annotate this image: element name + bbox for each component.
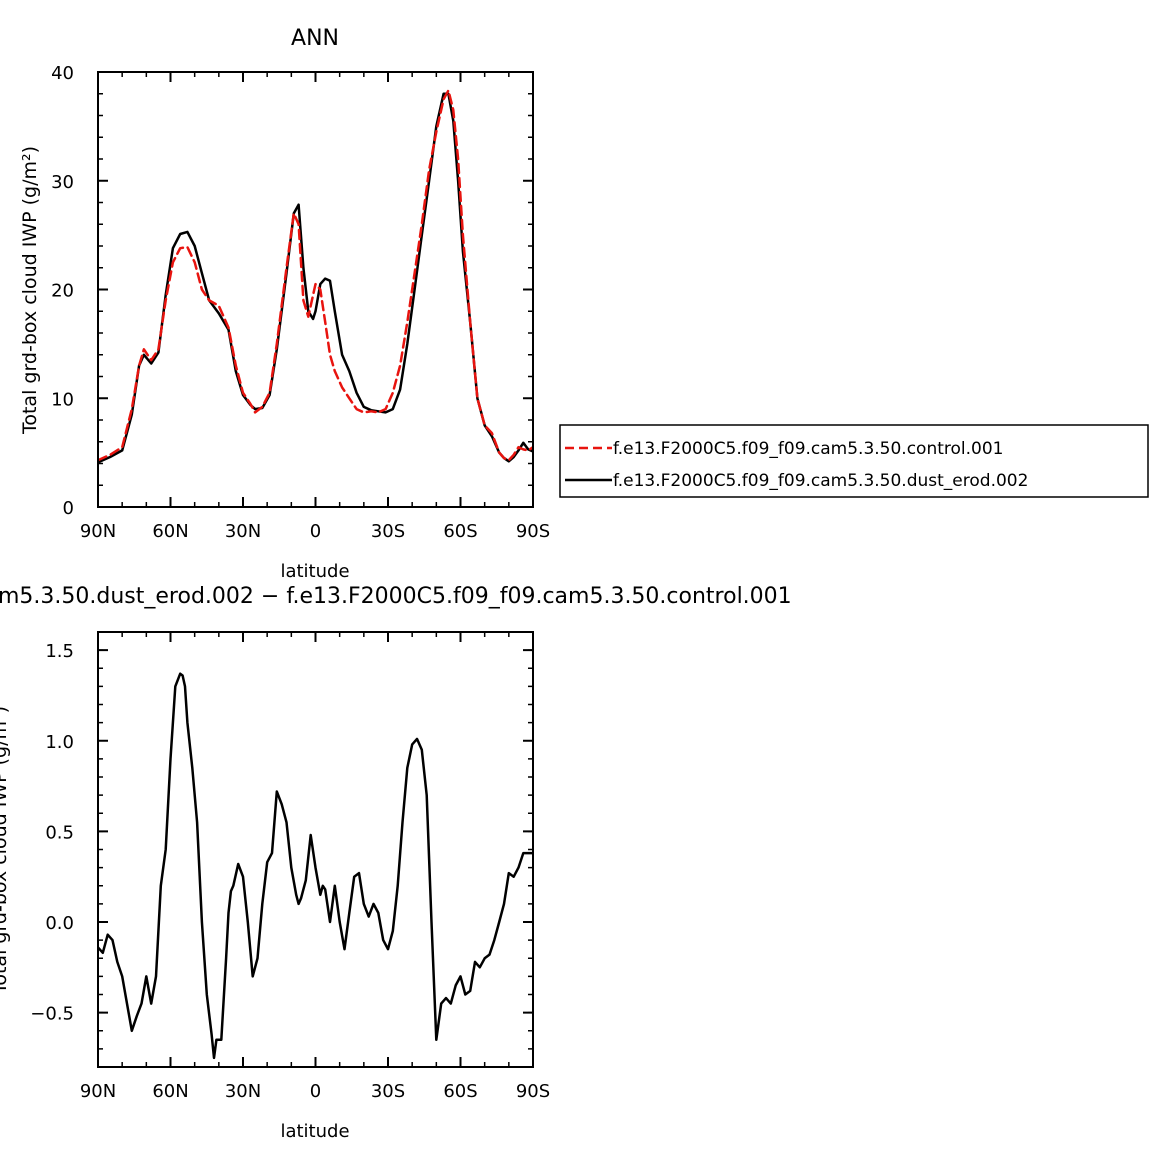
- bottom-y-tick-label: 1.0: [45, 732, 74, 753]
- top-x-axis-label: latitude: [280, 561, 349, 582]
- top-x-tick-label: 90S: [516, 521, 550, 542]
- bottom-series-lines: [98, 672, 533, 1060]
- bottom-x-tick-label: 60S: [443, 1081, 477, 1102]
- top-x-tick-label: 60N: [152, 521, 188, 542]
- legend-box: [559, 424, 1149, 498]
- bottom-y-tick-label: 0.0: [45, 913, 74, 934]
- top-chart-title: ANN: [291, 26, 339, 51]
- top-x-tick-label: 0: [310, 521, 321, 542]
- top-x-tick-label: 30S: [371, 521, 405, 542]
- bottom-plot-frame: [97, 631, 534, 1068]
- top-y-axis-label: Total grd-box cloud IWP (g/m²): [19, 146, 41, 435]
- top-x-tick-label: 60S: [443, 521, 477, 542]
- bottom-chart-title: m5.3.50.dust_erod.002 − f.e13.F2000C5.f0…: [0, 584, 792, 609]
- top-y-tick-label: 40: [51, 63, 74, 84]
- bottom-series-line-0: [98, 672, 533, 1060]
- bottom-x-tick-label: 0: [310, 1081, 321, 1102]
- bottom-y-tick-label: −0.5: [30, 1004, 74, 1025]
- top-y-tick-label: 20: [51, 281, 74, 302]
- top-plot-frame: [97, 71, 534, 508]
- bottom-panel: m5.3.50.dust_erod.002 − f.e13.F2000C5.f0…: [0, 584, 792, 1142]
- top-y-tick-label: 10: [51, 389, 74, 410]
- legend-label-control: f.e13.F2000C5.f09_f09.cam5.3.50.control.…: [613, 439, 1004, 459]
- top-series-line-0: [98, 89, 533, 462]
- top-y-tick-label: 30: [51, 172, 74, 193]
- bottom-y-tick-label: 0.5: [45, 822, 74, 843]
- bottom-x-tick-label: 90N: [80, 1081, 116, 1102]
- top-y-tick-label: 0: [63, 498, 74, 519]
- top-axes: 90N 60N 30N 0 30S 60S 90S 0 10 20 30 40: [51, 63, 550, 542]
- legend: f.e13.F2000C5.f09_f09.cam5.3.50.control.…: [559, 424, 1149, 498]
- top-panel: ANN 90N 60N 30N 0 30S 60S 90S 0 10 20 30 40 latitud…: [19, 26, 550, 582]
- bottom-x-tick-label: 30N: [225, 1081, 261, 1102]
- top-series-lines: [98, 89, 533, 464]
- bottom-x-tick-label: 90S: [516, 1081, 550, 1102]
- bottom-x-tick-label: 30S: [371, 1081, 405, 1102]
- top-x-tick-label: 30N: [225, 521, 261, 542]
- bottom-y-axis-label: Total grd-box cloud IWP (g/m²): [0, 706, 11, 995]
- bottom-y-tick-label: 1.5: [45, 641, 74, 662]
- top-x-tick-label: 90N: [80, 521, 116, 542]
- bottom-x-tick-label: 60N: [152, 1081, 188, 1102]
- bottom-x-axis-label: latitude: [280, 1121, 349, 1142]
- legend-label-dust: f.e13.F2000C5.f09_f09.cam5.3.50.dust_ero…: [613, 471, 1028, 491]
